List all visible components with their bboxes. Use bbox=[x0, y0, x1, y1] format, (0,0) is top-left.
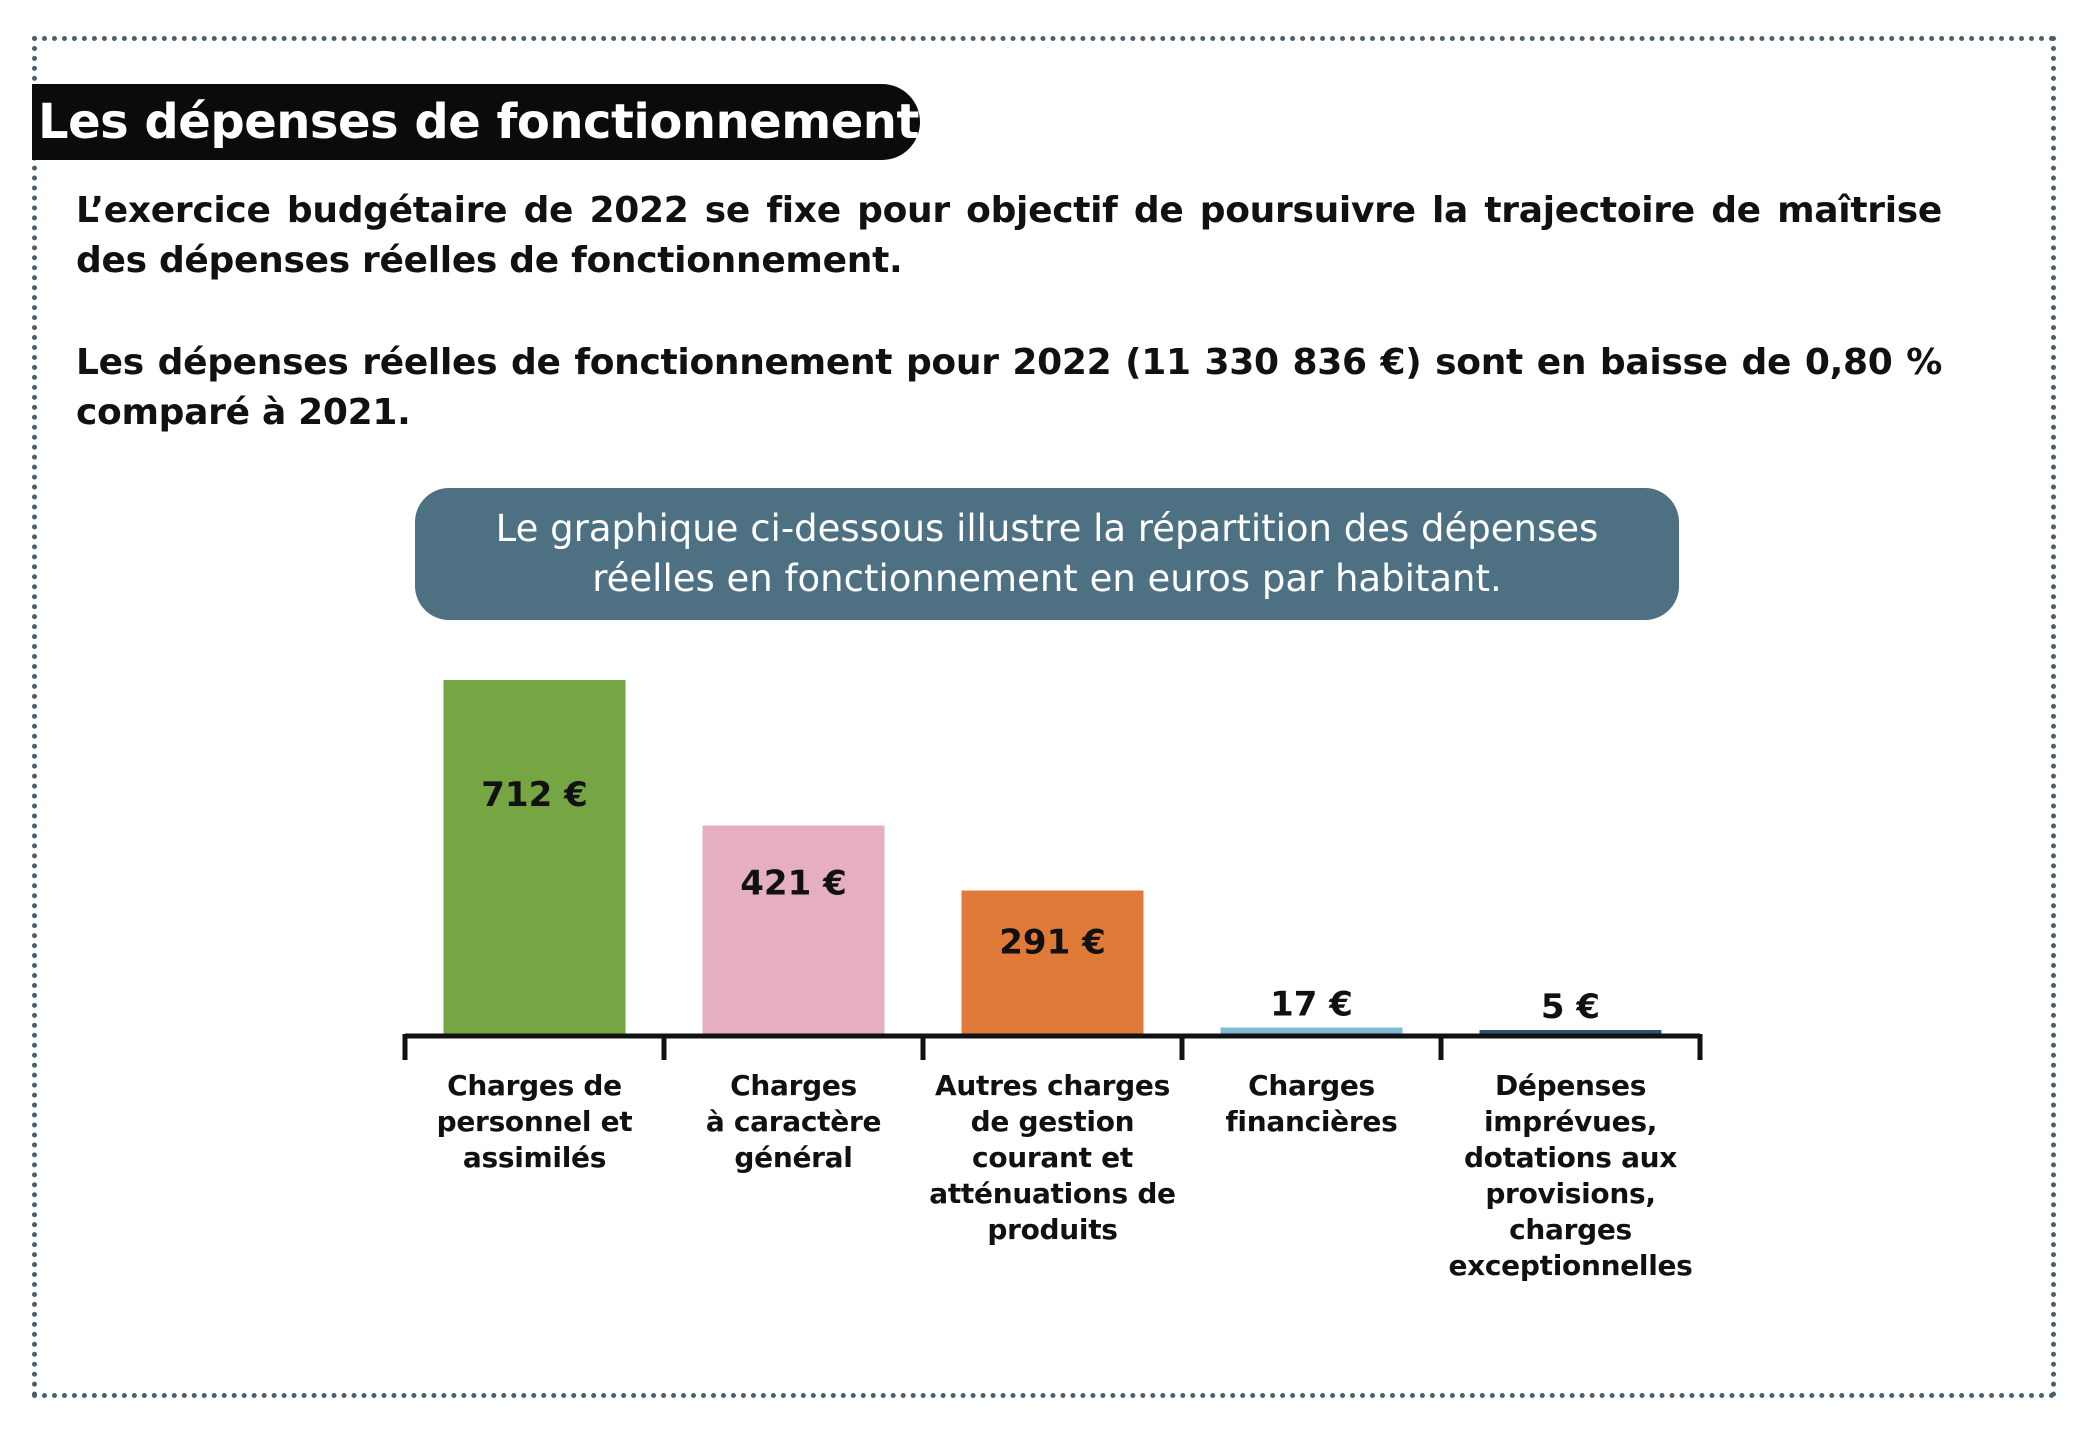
bar-value-label-1: 712 € bbox=[481, 775, 587, 815]
bar-4 bbox=[1220, 1027, 1403, 1036]
category-label-5: Dépenses imprévues, dotations aux provision… bbox=[1448, 1069, 1693, 1282]
bar-value-label-2: 421 € bbox=[740, 863, 846, 903]
bar-value-label-4: 17 € bbox=[1270, 985, 1353, 1025]
summary-paragraph: Les dépenses réelles de fonctionnement p… bbox=[76, 342, 1942, 433]
category-label-1: Charges de personnel et assimilés bbox=[436, 1069, 633, 1174]
category-label-3: Autres charges de gestion courant et atténu… bbox=[929, 1069, 1176, 1246]
bar-value-label-3: 291 € bbox=[999, 922, 1105, 962]
dotted-frame bbox=[32, 36, 2056, 1398]
bar-2 bbox=[702, 825, 885, 1036]
chart-caption-box: Le graphique ci-dessous illustre la répa… bbox=[415, 488, 1679, 620]
bar-1 bbox=[443, 680, 626, 1036]
bar-chart: 712 € 421 € 291 € 17 € 5 € bbox=[402, 680, 1703, 1060]
intro-paragraph: L’exercice budgétaire de 2022 se fixe po… bbox=[76, 190, 1942, 281]
title-banner: Les dépenses de fonctionnement bbox=[32, 84, 920, 160]
page-title: Les dépenses de fonctionnement bbox=[38, 94, 919, 150]
bar-value-label-5: 5 € bbox=[1541, 987, 1600, 1027]
category-label-2: Charges à caractère général bbox=[705, 1069, 882, 1174]
category-label-4: Charges financières bbox=[1225, 1069, 1398, 1138]
bar-3 bbox=[961, 890, 1144, 1036]
chart-caption: Le graphique ci-dessous illustre la répa… bbox=[495, 507, 1599, 600]
bar-5 bbox=[1479, 1030, 1662, 1036]
